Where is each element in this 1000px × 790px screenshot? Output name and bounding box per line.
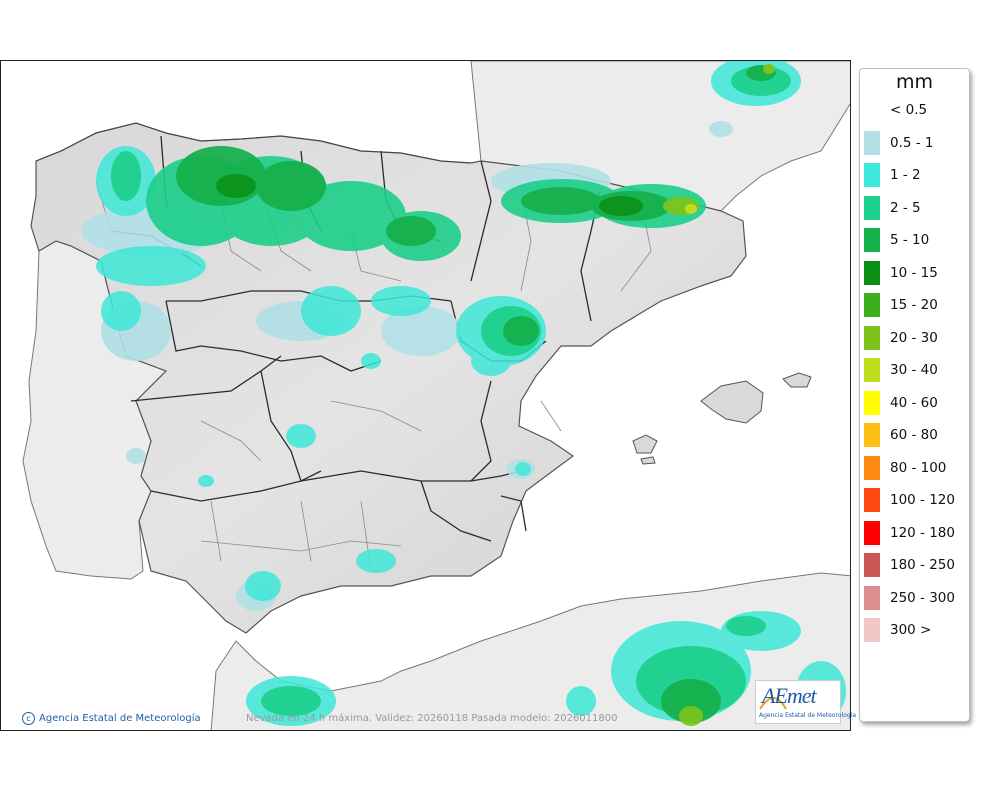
legend-label: 5 - 10 [890, 232, 930, 248]
legend-label: 15 - 20 [890, 297, 938, 313]
precipitation-map [22, 61, 850, 730]
legend-swatch [864, 293, 880, 317]
legend-swatch [864, 618, 880, 642]
legend-item: 40 - 60 [864, 390, 938, 415]
legend-label: 60 - 80 [890, 427, 938, 443]
legend-item: 100 - 120 [864, 488, 955, 512]
legend-item: 1 - 2 [864, 163, 921, 187]
legend-label: 120 - 180 [890, 524, 955, 541]
legend-item: 250 - 300 [864, 585, 955, 610]
menorca [782, 372, 812, 388]
legend-panel: mm < 0.5 0.5 - 1 1 - 2 2 - 5 5 - 10 10 - 15 15… [859, 68, 970, 722]
legend-item: 300 > [864, 618, 932, 642]
legend-swatch [864, 358, 880, 382]
legend-label: 20 - 30 [890, 329, 938, 346]
legend-label: 180 - 250 [890, 557, 955, 573]
legend-item: 30 - 40 [864, 358, 938, 382]
legend-label: 30 - 40 [890, 362, 938, 378]
legend-label: 300 > [890, 622, 932, 638]
legend-swatch [864, 455, 880, 480]
precip-level-high [216, 64, 775, 726]
legend-label: 10 - 15 [890, 264, 938, 281]
legend-swatch [864, 488, 880, 512]
north-coastline [35, 122, 472, 164]
map-panel [0, 60, 851, 731]
legend-swatch [864, 325, 880, 350]
legend-item: 60 - 80 [864, 423, 938, 447]
legend-swatch [864, 553, 880, 577]
legend-item: 5 - 10 [864, 228, 930, 252]
map-caption: Nevada en 24 h máxima. Validez: 20260118… [246, 713, 618, 724]
legend-item: 2 - 5 [864, 195, 921, 220]
legend-label: 100 - 120 [890, 492, 955, 508]
legend-swatch [864, 423, 880, 447]
aemet-logo-word: AEmet [762, 683, 817, 708]
legend-item: 10 - 15 [864, 260, 938, 285]
legend-item: < 0.5 [864, 98, 928, 122]
copyright-icon: c [22, 712, 35, 725]
legend-label: 40 - 60 [890, 394, 938, 411]
legend-label: < 0.5 [890, 102, 928, 118]
legend-label: 80 - 100 [890, 459, 947, 476]
legend-swatch [864, 390, 880, 415]
legend-swatch [864, 130, 880, 155]
legend-swatch [864, 520, 880, 545]
legend-swatch [864, 163, 880, 187]
legend-label: 1 - 2 [890, 167, 921, 183]
legend-swatch [864, 98, 880, 122]
formentera [640, 456, 656, 465]
mallorca [700, 380, 764, 424]
aemet-logo-subtitle: Agencia Estatal de Meteorología [759, 712, 856, 719]
legend-label: 2 - 5 [890, 199, 921, 216]
legend-label: 0.5 - 1 [890, 134, 934, 151]
legend-swatch [864, 260, 880, 285]
aemet-logo-mark-icon [759, 697, 787, 710]
legend-unit: mm [895, 71, 934, 93]
legend-item: 80 - 100 [864, 455, 947, 480]
credit-line: c Agencia Estatal de Meteorología [22, 712, 201, 725]
legend-swatch [864, 195, 880, 220]
legend-swatch [864, 228, 880, 252]
ibiza [632, 434, 658, 454]
aemet-logo: AEmet Agencia Estatal de Meteorología [755, 680, 856, 724]
legend-label: 250 - 300 [890, 589, 955, 606]
credit-text: Agencia Estatal de Meteorología [39, 713, 201, 724]
legend-item: 120 - 180 [864, 520, 955, 545]
legend-item: 0.5 - 1 [864, 130, 934, 155]
legend-item: 180 - 250 [864, 553, 955, 577]
legend-item: 15 - 20 [864, 293, 938, 317]
legend-item: 20 - 30 [864, 325, 938, 350]
legend-swatch [864, 585, 880, 610]
